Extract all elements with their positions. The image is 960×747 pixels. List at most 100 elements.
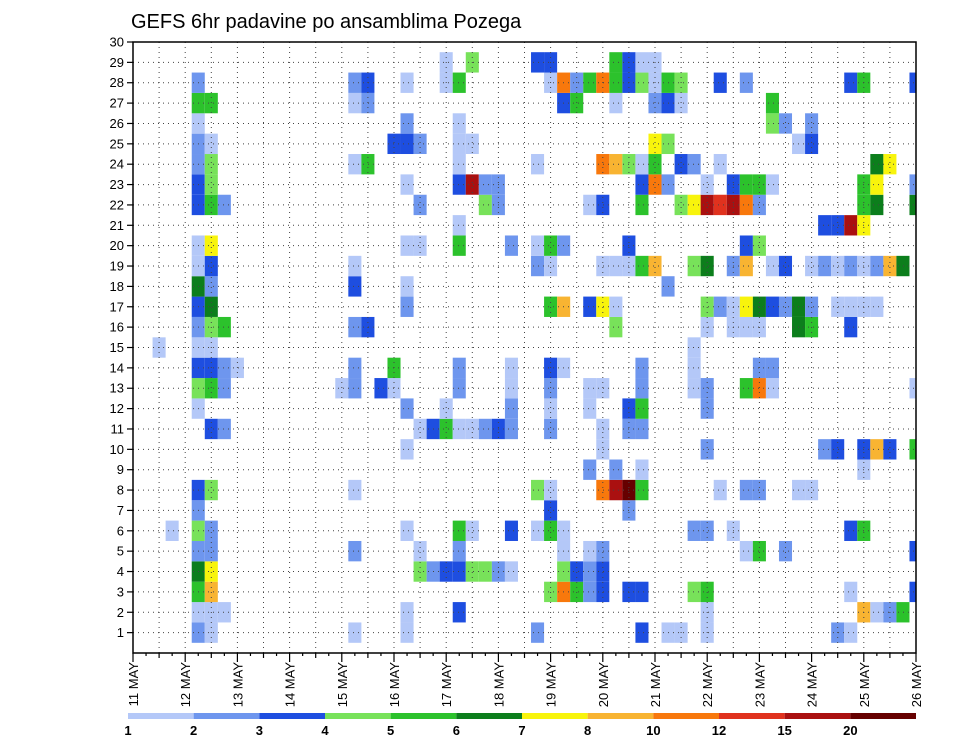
- heatmap-cell: [361, 154, 375, 175]
- heatmap-cell: [531, 479, 545, 501]
- heatmap-cell: [609, 92, 623, 114]
- heatmap-cell: [400, 174, 414, 195]
- heatmap-cell: [452, 602, 466, 623]
- heatmap-cell: [413, 418, 427, 440]
- heatmap-cell: [335, 378, 349, 399]
- x-tick-label: 17 MAY: [439, 662, 454, 708]
- heatmap-cell: [583, 72, 597, 93]
- heatmap-cell: [739, 72, 753, 93]
- colorbar-label: 20: [843, 723, 857, 738]
- colorbar-swatch: [719, 713, 785, 719]
- heatmap-cell: [348, 540, 362, 562]
- heatmap-cell: [204, 194, 218, 216]
- heatmap-cell: [635, 581, 649, 603]
- heatmap-cell: [544, 398, 558, 419]
- heatmap-cell: [400, 296, 414, 317]
- heatmap-cell: [204, 479, 218, 501]
- heatmap-cell: [609, 479, 623, 501]
- y-tick-label: 19: [110, 259, 124, 274]
- heatmap-cell: [765, 296, 779, 317]
- heatmap-cell: [596, 540, 610, 562]
- colorbar-label: 5: [387, 723, 394, 738]
- heatmap-cell: [217, 602, 231, 623]
- heatmap-cell: [413, 561, 427, 582]
- colorbar-swatch: [390, 713, 457, 719]
- heatmap-cell: [452, 561, 466, 582]
- heatmap-cell: [452, 174, 466, 195]
- heatmap-cell: [635, 52, 649, 73]
- y-tick-label: 27: [110, 96, 124, 111]
- heatmap-cell: [818, 215, 832, 236]
- colorbar-label: 15: [777, 723, 791, 738]
- heatmap-cell: [778, 540, 793, 562]
- heatmap-cell: [648, 133, 662, 155]
- y-tick-label: 15: [110, 340, 124, 355]
- heatmap-cell: [609, 255, 623, 277]
- heatmap-cell: [504, 398, 518, 419]
- heatmap-cell: [739, 479, 753, 501]
- heatmap-cell: [583, 561, 597, 582]
- heatmap-cell: [465, 418, 479, 440]
- heatmap-cell: [361, 92, 375, 114]
- heatmap-cell: [596, 378, 610, 399]
- colorbar-swatch: [456, 713, 522, 719]
- heatmap-cell: [596, 296, 610, 317]
- x-tick-label: 15 MAY: [335, 662, 350, 708]
- heatmap-cell: [765, 92, 779, 114]
- heatmap-cell: [413, 194, 427, 216]
- heatmap-cell: [674, 154, 688, 175]
- heatmap-cell: [400, 602, 414, 623]
- heatmap-cell: [217, 316, 231, 338]
- heatmap-cell: [687, 194, 701, 216]
- heatmap-cell: [465, 133, 479, 155]
- heatmap-cell: [831, 215, 845, 236]
- heatmap-cell: [635, 418, 649, 440]
- heatmap-cell: [844, 622, 858, 643]
- heatmap-cell: [374, 378, 388, 399]
- heatmap-cell: [909, 439, 916, 460]
- heatmap-cell: [609, 459, 623, 480]
- x-tick-label: 11 MAY: [126, 662, 141, 707]
- heatmap-cell: [909, 72, 916, 93]
- y-tick-label: 30: [110, 35, 124, 50]
- heatmap-cell: [700, 439, 714, 460]
- y-tick-label: 9: [117, 462, 124, 477]
- heatmap-cell: [752, 235, 766, 256]
- colorbar-swatch: [128, 713, 194, 719]
- heatmap-cell: [400, 72, 414, 93]
- heatmap-cell: [635, 398, 649, 419]
- heatmap-cell: [648, 255, 662, 277]
- heatmap-cell: [400, 235, 414, 256]
- colorbar-label: 10: [646, 723, 660, 738]
- heatmap-cell: [570, 92, 584, 114]
- heatmap-cell: [531, 255, 545, 277]
- heatmap-cell: [752, 174, 766, 195]
- y-tick-label: 16: [110, 320, 124, 335]
- x-tick-label: 19 MAY: [544, 662, 559, 708]
- heatmap-cell: [765, 357, 779, 379]
- heatmap-cell: [739, 235, 753, 256]
- heatmap-cell: [700, 255, 714, 277]
- heatmap-cell: [713, 194, 727, 216]
- heatmap-cell: [805, 255, 819, 277]
- y-tick-label: 18: [110, 279, 124, 294]
- heatmap-cell: [544, 296, 558, 317]
- heatmap-cell: [609, 72, 623, 93]
- heatmap-cell: [478, 561, 492, 582]
- heatmap-cell: [870, 439, 884, 460]
- heatmap-cell: [752, 479, 766, 501]
- heatmap-cell: [700, 398, 714, 419]
- heatmap-cell: [883, 439, 897, 460]
- heatmap-cell: [204, 418, 218, 440]
- heatmap-cell: [217, 357, 231, 379]
- heatmap-cell: [687, 337, 701, 358]
- heatmap-cell: [452, 357, 466, 379]
- colorbar-label: 1: [124, 723, 131, 738]
- heatmap-cell: [596, 479, 610, 501]
- heatmap-cell: [596, 255, 610, 277]
- heatmap-cell: [413, 540, 427, 562]
- y-tick-label: 24: [110, 157, 124, 172]
- heatmap-cell: [844, 520, 858, 541]
- heatmap-cell: [909, 540, 916, 562]
